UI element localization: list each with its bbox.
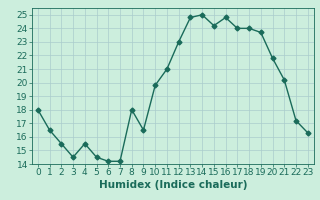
X-axis label: Humidex (Indice chaleur): Humidex (Indice chaleur) bbox=[99, 180, 247, 190]
